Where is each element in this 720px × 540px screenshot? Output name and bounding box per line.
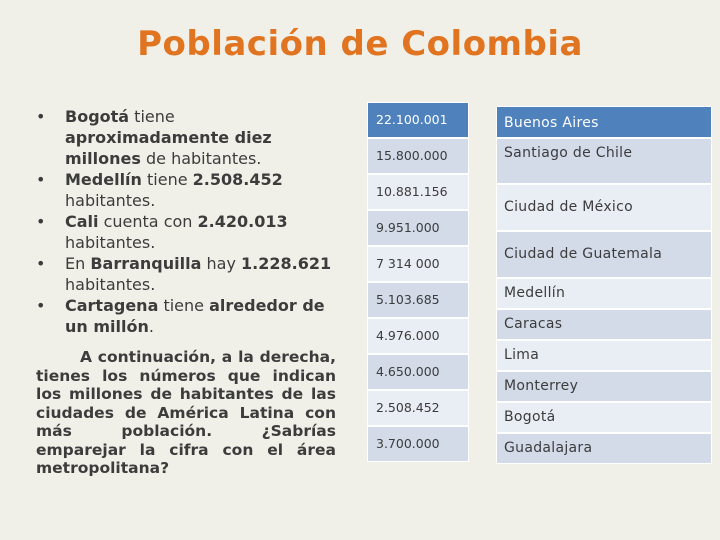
city-cell: Monterrey: [496, 371, 712, 402]
bullet-text: Medellín: [65, 170, 142, 189]
number-cell: 4.650.000: [367, 354, 469, 390]
city-cell: Guadalajara: [496, 433, 712, 464]
bullet-text: tiene: [158, 296, 210, 315]
number-cell: 4.976.000: [367, 318, 469, 354]
number-cell: 9.951.000: [367, 210, 469, 246]
city-cell: Medellín: [496, 278, 712, 309]
city-cell: Buenos Aires: [496, 106, 712, 138]
city-cell: Lima: [496, 340, 712, 371]
number-cell: 22.100.001: [367, 102, 469, 138]
bullet-text: Barranquilla: [90, 254, 202, 273]
number-cell: 15.800.000: [367, 138, 469, 174]
bullet-text: habitantes.: [65, 191, 156, 210]
bullet-item: Cali cuenta con 2.420.013 habitantes.: [36, 211, 340, 253]
bullet-text: cuenta con: [98, 212, 198, 231]
number-cell: 7 314 000: [367, 246, 469, 282]
bullet-text: tiene: [129, 107, 175, 126]
bullet-text: Cartagena: [65, 296, 159, 315]
bullet-text: Bogotá: [65, 107, 130, 126]
city-cell: Ciudad de México: [496, 184, 712, 231]
page-title: Población de Colombia: [137, 24, 583, 64]
bullet-text: hay: [201, 254, 241, 273]
number-cell: 3.700.000: [367, 426, 469, 462]
instructions-text: A continuación, a la derecha, tienes los…: [36, 348, 336, 477]
numbers-table: 22.100.001 15.800.000 10.881.156 9.951.000 7…: [367, 102, 469, 462]
bullet-text: aproximadamente diez millones: [65, 128, 272, 168]
city-cell: Caracas: [496, 309, 712, 340]
number-cell: 5.103.685: [367, 282, 469, 318]
bullet-text: En: [65, 254, 91, 273]
bullet-text: habitantes.: [65, 275, 156, 294]
instructions-paragraph: A continuación, a la derecha, tienes los…: [36, 348, 336, 478]
bullet-text: habitantes.: [65, 233, 156, 252]
cities-table: Buenos Aires Santiago de Chile Ciudad de M…: [496, 106, 712, 464]
number-cell: 10.881.156: [367, 174, 469, 210]
bullet-text: Cali: [65, 212, 99, 231]
city-cell: Bogotá: [496, 402, 712, 433]
bullet-text: tiene: [141, 170, 193, 189]
bullet-text: 1.228.621: [241, 254, 332, 273]
city-cell: Santiago de Chile: [496, 138, 712, 184]
bullet-text: 2.420.013: [197, 212, 288, 231]
city-cell: Ciudad de Guatemala: [496, 231, 712, 278]
bullet-text: de habitantes.: [140, 149, 262, 168]
bullet-text: .: [148, 317, 154, 336]
bullet-item: En Barranquilla hay 1.228.621 habitantes…: [36, 253, 340, 295]
bullet-text: alrededor de un millón: [65, 296, 325, 336]
bullet-text: 2.508.452: [192, 170, 283, 189]
bullet-item: Medellín tiene 2.508.452 habitantes.: [36, 169, 340, 211]
bullet-item: Bogotá tiene aproximadamente diez millon…: [36, 106, 340, 169]
number-cell: 2.508.452: [367, 390, 469, 426]
bullet-item: Cartagena tiene alrededor de un millón.: [36, 295, 340, 337]
bullet-list: Bogotá tiene aproximadamente diez millon…: [36, 106, 340, 337]
